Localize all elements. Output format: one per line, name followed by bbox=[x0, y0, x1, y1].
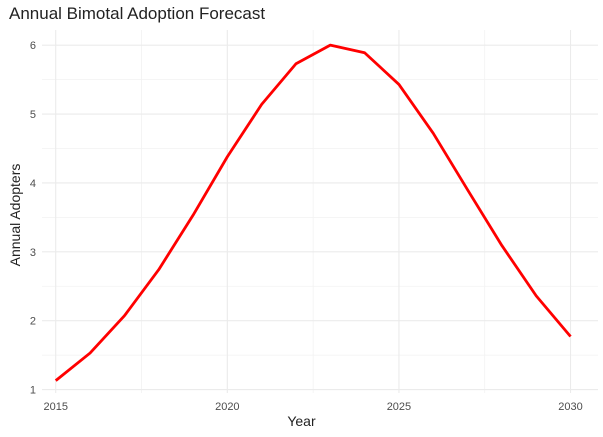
data-point bbox=[501, 244, 503, 246]
data-point bbox=[535, 295, 537, 297]
data-point bbox=[55, 379, 57, 381]
major-gridlines bbox=[42, 30, 598, 393]
data-point bbox=[123, 315, 125, 317]
y-tick-label: 1 bbox=[30, 385, 36, 397]
data-point bbox=[192, 214, 194, 216]
chart-title: Annual Bimotal Adoption Forecast bbox=[9, 4, 266, 23]
tick-labels: 2015 2020 2025 2030 1 2 3 4 5 6 bbox=[30, 40, 583, 413]
data-point bbox=[398, 83, 400, 85]
data-point bbox=[432, 132, 434, 134]
series-line-0 bbox=[54, 43, 572, 382]
y-tick-label: 3 bbox=[30, 247, 36, 259]
data-point bbox=[569, 335, 571, 337]
x-tick-label: 2025 bbox=[387, 401, 411, 413]
y-tick-label: 2 bbox=[30, 316, 36, 328]
x-tick-label: 2030 bbox=[558, 401, 582, 413]
data-point bbox=[260, 103, 262, 105]
data-point bbox=[157, 269, 159, 271]
data-point bbox=[363, 52, 365, 54]
y-tick-label: 4 bbox=[30, 178, 36, 190]
series-layer bbox=[54, 43, 572, 382]
x-axis-label: Year bbox=[287, 413, 316, 429]
minor-gridlines bbox=[42, 30, 598, 393]
x-tick-label: 2015 bbox=[43, 401, 67, 413]
y-tick-label: 5 bbox=[30, 109, 36, 121]
data-point bbox=[329, 44, 331, 46]
data-point bbox=[226, 156, 228, 158]
y-axis-label: Annual Adopters bbox=[7, 163, 23, 267]
y-tick-label: 6 bbox=[30, 40, 36, 52]
x-tick-label: 2020 bbox=[215, 401, 239, 413]
data-point bbox=[295, 63, 297, 65]
data-point bbox=[466, 189, 468, 191]
data-point bbox=[89, 352, 91, 354]
